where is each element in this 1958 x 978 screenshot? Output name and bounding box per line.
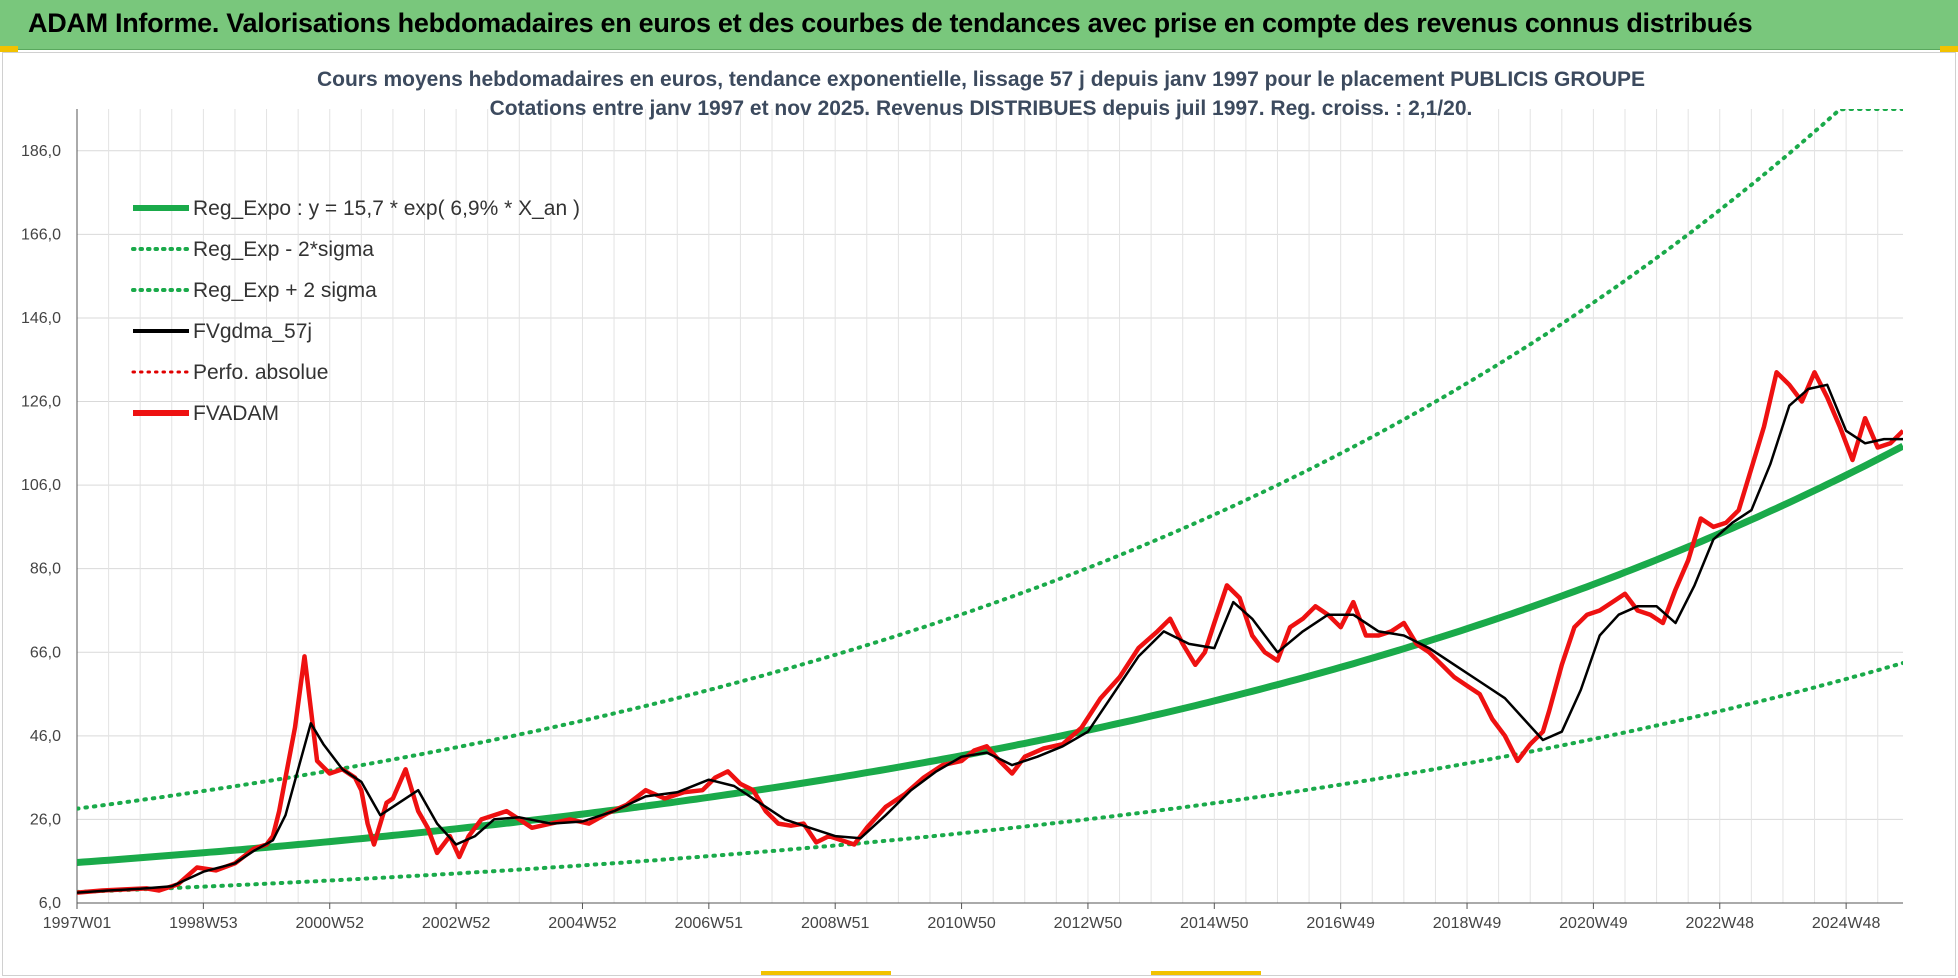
y-tick-label: 166,0 (21, 226, 61, 243)
legend-label: Reg_Exp + 2 sigma (193, 279, 377, 302)
legend-label: FVgdma_57j (193, 320, 312, 343)
y-axis-ticks: 6,0 26,0 46,0 66,0 86,0 106,0 126,0 146,0 166,0 1… (21, 143, 61, 912)
legend-label: Perfo. absolue (193, 361, 328, 384)
x-tick-label: 2002W52 (422, 915, 491, 932)
chart-subtitle: Cotations entre janv 1997 et nov 2025. R… (490, 97, 1473, 120)
corner-mark-right (1940, 46, 1958, 52)
regression-lower-line (77, 661, 1903, 894)
x-tick-label: 1997W01 (43, 915, 112, 932)
chart-frame: 6,0 26,0 46,0 66,0 86,0 106,0 126,0 146,0 166,0 1… (2, 52, 1956, 976)
y-tick-label: 146,0 (21, 310, 61, 327)
y-tick-label: 186,0 (21, 143, 61, 160)
fvgdma-line (77, 383, 1903, 894)
y-tick-label: 126,0 (21, 394, 61, 411)
chart-lines (77, 109, 1903, 895)
x-tick-label: 2022W48 (1686, 915, 1755, 932)
y-tick-label: 86,0 (30, 561, 61, 578)
y-tick-label: 46,0 (30, 728, 61, 745)
x-tick-label: 2020W49 (1559, 915, 1628, 932)
chart: 6,0 26,0 46,0 66,0 86,0 106,0 126,0 146,0 166,0 1… (21, 68, 1903, 932)
y-tick-label: 66,0 (30, 644, 61, 661)
x-tick-label: 2004W52 (548, 915, 617, 932)
x-tick-label: 2024W48 (1812, 915, 1881, 932)
y-tick-label: 6,0 (39, 895, 61, 912)
regression-upper-line (77, 109, 1903, 811)
x-tick-label: 2012W50 (1054, 915, 1123, 932)
x-tick-label: 2010W50 (927, 915, 996, 932)
chart-axes (76, 109, 1903, 909)
y-tick-label: 106,0 (21, 477, 61, 494)
x-tick-label: 2006W51 (675, 915, 744, 932)
x-tick-label: 2016W49 (1306, 915, 1375, 932)
x-tick-label: 2018W49 (1433, 915, 1502, 932)
bottom-mark (761, 971, 891, 975)
fvadam-line (77, 370, 1903, 895)
x-tick-label: 1998W53 (169, 915, 238, 932)
legend-label: Reg_Expo : y = 15,7 * exp( 6,9% * X_an ) (193, 197, 580, 220)
x-tick-label: 2000W52 (295, 915, 364, 932)
report-banner: ADAM Informe. Valorisations hebdomadaire… (0, 0, 1958, 50)
y-tick-label: 26,0 (30, 811, 61, 828)
chart-grid (77, 109, 1903, 904)
x-tick-label: 2008W51 (801, 915, 870, 932)
x-tick-label: 2014W50 (1180, 915, 1249, 932)
bottom-mark (1151, 971, 1261, 975)
chart-title: Cours moyens hebdomadaires en euros, ten… (317, 68, 1645, 91)
chart-legend: Reg_Expo : y = 15,7 * exp( 6,9% * X_an )… (131, 197, 580, 425)
banner-title: ADAM Informe. Valorisations hebdomadaire… (28, 8, 1753, 38)
legend-label: FVADAM (193, 402, 279, 425)
corner-mark-left (0, 46, 18, 52)
x-axis-ticks: 1997W01 1998W53 2000W52 2002W52 2004W52 2006W… (43, 915, 1881, 932)
plot-area (77, 109, 1903, 895)
legend-label: Reg_Exp - 2*sigma (193, 238, 374, 261)
regression-line (77, 442, 1903, 866)
